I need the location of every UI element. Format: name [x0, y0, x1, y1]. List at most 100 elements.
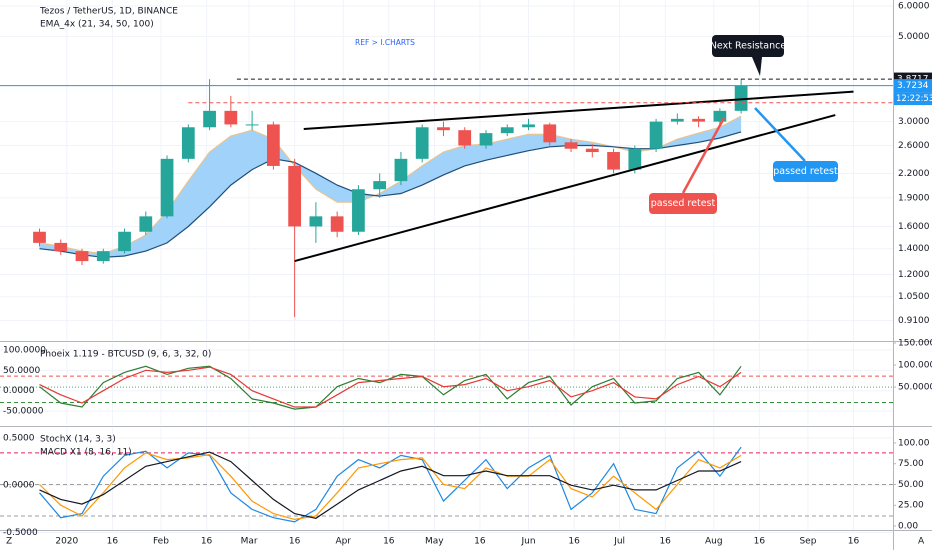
- trendline: [303, 90, 854, 131]
- candle-body: [479, 133, 493, 146]
- candle-body: [564, 142, 578, 149]
- toolbar-button[interactable]: Z: [6, 537, 12, 547]
- ema-band: [39, 116, 742, 258]
- x-tick-label: 16: [848, 537, 860, 547]
- candle-body: [458, 130, 472, 146]
- candle-body: [394, 158, 408, 182]
- y-tick-label: -50.0000: [3, 407, 44, 417]
- callout-pointer: [681, 117, 726, 194]
- y2-tick-label: 100.0000: [898, 361, 932, 371]
- candle-body: [288, 165, 302, 227]
- y2-tick-label: 50.0000: [898, 383, 932, 393]
- x-tick-label: Feb: [153, 537, 169, 547]
- callout-tail: [752, 57, 762, 76]
- x-tick-label: 16: [754, 537, 766, 547]
- candle-body: [415, 127, 429, 159]
- y2-tick-label: 100.00: [898, 438, 930, 448]
- y-tick-label: 6.0000: [898, 2, 930, 12]
- x-tick-label: 16: [383, 537, 395, 547]
- y-tick-label: 3.0000: [898, 117, 930, 127]
- candle-body: [543, 124, 557, 143]
- candle-body: [139, 216, 153, 232]
- y-tick-label: 1.6000: [898, 222, 930, 232]
- x-tick-label: 16: [568, 537, 580, 547]
- indicator-line: [39, 451, 742, 519]
- candle-body: [500, 127, 514, 134]
- indicator-line: [39, 452, 742, 521]
- price-pane: [0, 78, 893, 317]
- candle-body: [734, 85, 748, 111]
- phoeix-pane: [0, 365, 893, 410]
- y-tick-label: 0.5000: [3, 433, 35, 443]
- y-tick-label: 5.0000: [898, 32, 930, 42]
- candle-body: [352, 189, 365, 232]
- indicator-line: [39, 365, 742, 410]
- ema-line: [39, 131, 742, 258]
- y-tick-label: 1.9000: [898, 193, 930, 203]
- candle-body: [203, 110, 216, 128]
- overlay-layer: Tezos / TetherUS, 1D, BINANCE EMA_4x (21,…: [39, 7, 838, 458]
- x-tick-label: May: [425, 537, 444, 547]
- trendline: [294, 114, 836, 263]
- candle-body: [628, 148, 642, 170]
- y-tick-label: 0.0000: [3, 386, 35, 396]
- x-tick-label: Jul: [613, 537, 625, 547]
- pane-title: Phoeix 1.119 - BTCUSD (9, 6, 3, 32, 0): [40, 350, 211, 360]
- y-tick-label: 2.2000: [898, 169, 930, 179]
- candle-body: [54, 242, 68, 252]
- candle-body: [437, 127, 450, 131]
- price-label: 3.7234: [897, 81, 929, 91]
- candle-body: [330, 216, 344, 232]
- y-tick-label: 50.0000: [3, 366, 40, 376]
- indicator-line: [39, 366, 742, 408]
- pane-title: Tezos / TetherUS, 1D, BINANCE: [39, 7, 178, 17]
- x-tick-label: Mar: [241, 537, 258, 547]
- countdown-bg: [894, 92, 932, 106]
- y-tick-label: 0.0000: [3, 481, 35, 491]
- candle-body: [118, 231, 131, 252]
- countdown: 12:22:53: [896, 94, 932, 104]
- y-tick-label: 0.9100: [898, 316, 930, 326]
- y-tick-label: -0.5000: [3, 528, 38, 538]
- callout-pointer: [754, 107, 806, 162]
- pane-title: StochX (14, 3, 3): [40, 435, 116, 445]
- ema-line: [39, 115, 742, 255]
- y-tick-label: 1.0500: [898, 292, 930, 302]
- callout-box: [649, 193, 717, 214]
- candle-body: [181, 127, 195, 159]
- callout-text: Next Resistance: [710, 41, 786, 52]
- y-tick-label: 1.4000: [898, 244, 930, 254]
- x-tick-label: 16: [201, 537, 213, 547]
- x-tick-label: Aug: [705, 537, 723, 547]
- candle-body: [692, 118, 705, 122]
- pane-subtitle: MACD X1 (8, 16, 11): [40, 448, 132, 458]
- candle-body: [670, 118, 684, 122]
- candle-body: [224, 110, 238, 125]
- y-tick-label: 1.2000: [898, 270, 930, 280]
- y-tick-label: 100.0000: [3, 345, 46, 355]
- candle-body: [522, 124, 535, 128]
- y2-tick-label: 0.00: [898, 522, 918, 532]
- candle-body: [75, 251, 89, 262]
- callout-text: passed retest: [651, 198, 716, 209]
- pane-subtitle: EMA_4x (21, 34, 50, 100): [40, 20, 154, 30]
- candle-body: [245, 124, 259, 126]
- x-tick-label: 2020: [55, 537, 78, 547]
- candle-body: [713, 110, 727, 122]
- annotation-text: REF > I.CHARTS: [355, 38, 415, 47]
- callout-box: [773, 161, 838, 182]
- x-tick-label: 16: [474, 537, 486, 547]
- toolbar-button[interactable]: A: [918, 537, 925, 547]
- y2-tick-label: 75.00: [898, 459, 924, 469]
- grid-layer: [0, 0, 893, 533]
- y2-tick-label: 50.00: [898, 480, 924, 490]
- candle-body: [160, 158, 174, 217]
- x-tick-label: 16: [289, 537, 301, 547]
- callout-box: [712, 35, 784, 57]
- candle-body: [266, 124, 280, 166]
- candle-body: [373, 181, 387, 190]
- candle-body: [309, 216, 323, 227]
